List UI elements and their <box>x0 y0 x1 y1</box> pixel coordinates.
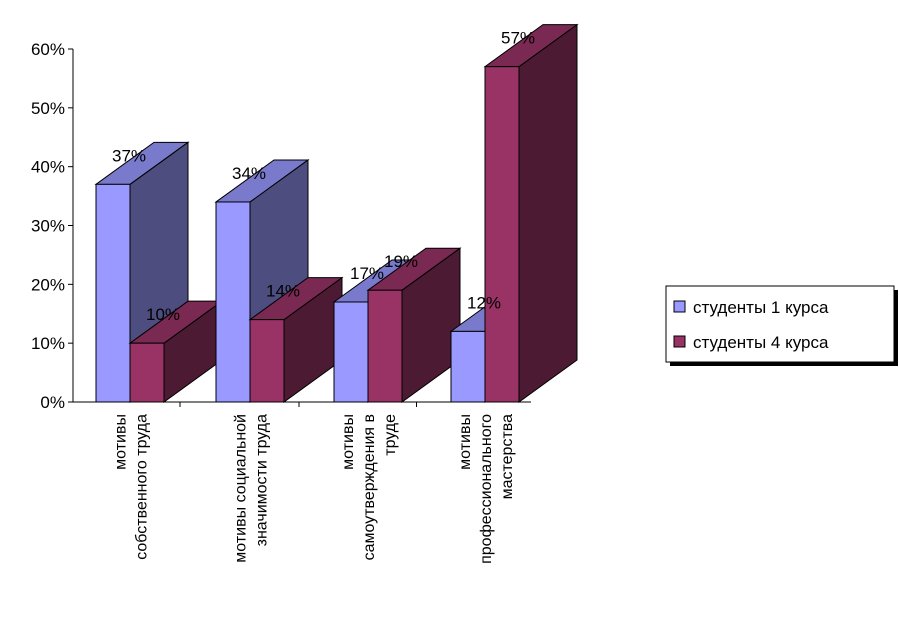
x-category-label-line: самоутверждения в <box>361 414 378 560</box>
labels-layer: 37%10%мотивы собственного труда34%14%моти… <box>112 29 535 564</box>
y-tick-label: 60% <box>31 40 65 59</box>
legend-label-series-1: студенты 1 курса <box>693 298 829 317</box>
bar-series-2 <box>366 247 462 403</box>
x-category-label: мотивы собственного труда <box>113 414 151 560</box>
data-label: 57% <box>501 29 535 48</box>
x-category-label-line: мотивы социальной <box>233 414 250 563</box>
bar-series-2 <box>248 276 344 403</box>
data-label: 12% <box>467 293 501 312</box>
legend-swatch-series-1 <box>673 300 686 313</box>
x-category-label-line: собственного труда <box>134 414 151 560</box>
x-category-label-line: профессионального <box>478 414 495 564</box>
legend: студенты 1 курса студенты 4 курса <box>665 285 898 366</box>
bar-front-face <box>333 301 369 403</box>
bars-layer <box>94 23 579 403</box>
data-label: 19% <box>384 252 418 271</box>
data-label: 10% <box>146 305 180 324</box>
bar-front-face <box>215 201 251 403</box>
data-label: 37% <box>112 146 146 165</box>
data-label: 17% <box>350 264 384 283</box>
x-category-label: мотивы социальной значимости труда <box>233 414 271 563</box>
x-category-label-line: мотивы <box>457 414 474 470</box>
x-category-label-line: значимости труда <box>254 414 271 546</box>
legend-swatch-series-2 <box>673 335 686 348</box>
x-category-label: мотивы профессионального мастерства <box>457 414 516 564</box>
bar-front-face <box>95 183 131 403</box>
legend-box <box>665 285 895 363</box>
bar-front-face <box>249 319 285 403</box>
x-category-label-line: мотивы <box>113 414 130 470</box>
bar-front-face <box>450 330 486 403</box>
y-tick-label: 50% <box>31 99 65 118</box>
axis-layer: 0% 10% 20% 30% 40% 50% 60% <box>31 40 531 412</box>
bar-front-face <box>367 289 403 403</box>
y-tick-label: 30% <box>31 217 65 236</box>
data-label: 14% <box>266 282 300 301</box>
x-category-label-line: труде <box>382 414 399 456</box>
data-label: 34% <box>232 164 266 183</box>
x-category-label-line: мастерства <box>499 414 516 499</box>
x-category-label: мотивы самоутверждения в труде <box>340 414 399 560</box>
legend-label-series-2: студенты 4 курса <box>693 333 829 352</box>
bar-front-face <box>484 66 520 403</box>
bar-series-2 <box>483 23 579 403</box>
y-tick-label: 20% <box>31 275 65 294</box>
y-tick-label: 0% <box>40 393 65 412</box>
x-category-label-line: мотивы <box>340 414 357 470</box>
bar-side-face <box>518 23 578 403</box>
y-tick-label: 10% <box>31 334 65 353</box>
bar-front-face <box>129 342 165 403</box>
bar-series-2 <box>128 300 224 403</box>
y-tick-label: 40% <box>31 158 65 177</box>
